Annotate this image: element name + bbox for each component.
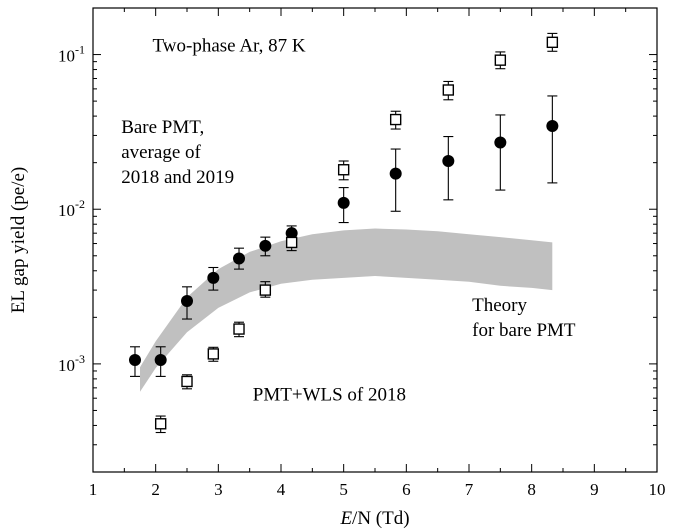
square-marker — [181, 375, 193, 388]
annotation: Theory for bare PMT — [472, 295, 576, 341]
circle-marker — [389, 167, 402, 180]
data-point — [389, 110, 402, 130]
x-tick-label: 1 — [89, 480, 98, 499]
data-point — [337, 160, 350, 181]
annotation-line: Bare PMT, — [121, 117, 204, 138]
data-point — [442, 80, 455, 101]
square-marker — [546, 36, 559, 49]
data-point — [389, 148, 402, 212]
square-marker — [389, 113, 402, 126]
circle-marker — [546, 120, 559, 133]
data-point — [494, 114, 507, 191]
data-point — [233, 247, 246, 270]
square-marker — [442, 84, 455, 96]
square-marker — [154, 418, 167, 430]
annotation-line: 2018 and 2019 — [121, 167, 234, 188]
x-tick-label: 2 — [151, 480, 160, 499]
data-point — [442, 136, 455, 201]
data-point — [285, 234, 298, 252]
annotation-line: average of — [121, 142, 201, 163]
annotation-line: Two-phase Ar, 87 K — [153, 35, 306, 56]
x-tick-label: 9 — [590, 480, 599, 499]
circle-marker — [442, 155, 455, 168]
data-point — [259, 281, 272, 298]
annotation: Two-phase Ar, 87 K — [153, 35, 306, 56]
annotation-line: PMT+WLS of 2018 — [253, 384, 406, 405]
x-tick-label: 5 — [339, 480, 348, 499]
y-tick-label: 10-2 — [58, 197, 85, 220]
x-axis-title-rest: /N (Td) — [352, 508, 410, 529]
x-tick-label: 3 — [214, 480, 223, 499]
series-layer — [128, 32, 559, 434]
circle-marker — [128, 353, 141, 366]
x-axis-title: E/N (Td) — [339, 508, 409, 529]
x-axis-title-italic: E — [339, 508, 352, 529]
circle-marker — [154, 353, 167, 366]
circle-marker — [181, 295, 193, 308]
data-point — [128, 346, 141, 377]
data-point — [154, 346, 167, 377]
annotation-line: Theory — [472, 295, 527, 316]
circle-marker — [233, 252, 246, 265]
y-tick-exponent: -3 — [75, 352, 85, 366]
x-tick-label: 8 — [527, 480, 536, 499]
data-point — [207, 266, 220, 291]
data-point — [233, 321, 245, 338]
circle-marker — [207, 271, 220, 284]
annotation-line: for bare PMT — [472, 320, 576, 341]
y-tick-exponent: -2 — [75, 197, 85, 211]
y-tick-label: 10-1 — [58, 43, 85, 66]
data-point — [546, 95, 559, 184]
data-point — [207, 346, 220, 362]
x-tick-label: 7 — [465, 480, 474, 499]
y-tick-base: 10 — [58, 356, 75, 375]
y-tick-base: 10 — [58, 47, 75, 66]
y-tick-label: 10-3 — [58, 352, 85, 375]
data-point — [259, 236, 272, 257]
circle-marker — [259, 239, 272, 252]
circle-marker — [337, 196, 350, 209]
data-point — [154, 415, 167, 434]
data-point — [337, 187, 350, 224]
square-marker — [207, 348, 220, 360]
data-point — [181, 374, 193, 390]
square-marker — [259, 284, 272, 296]
annotation: PMT+WLS of 2018 — [253, 384, 406, 405]
y-tick-base: 10 — [58, 201, 75, 220]
square-marker — [337, 164, 350, 176]
data-point — [181, 286, 193, 320]
x-tick-label: 4 — [277, 480, 286, 499]
data-point — [546, 32, 559, 52]
x-tick-label: 10 — [649, 480, 666, 499]
annotation: Bare PMT, average of 2018 and 2019 — [121, 117, 234, 188]
x-tick-label: 6 — [402, 480, 411, 499]
square-marker — [233, 323, 245, 335]
circle-marker — [494, 136, 507, 149]
y-tick-exponent: -1 — [75, 43, 85, 57]
square-marker — [285, 236, 298, 249]
circle-marker — [285, 227, 298, 240]
y-axis-title: EL gap yield (pe/e) — [8, 167, 29, 313]
annotation-layer: Two-phase Ar, 87 K Bare PMT, average of 201… — [121, 35, 576, 405]
data-point — [494, 51, 507, 70]
square-marker — [494, 54, 507, 66]
